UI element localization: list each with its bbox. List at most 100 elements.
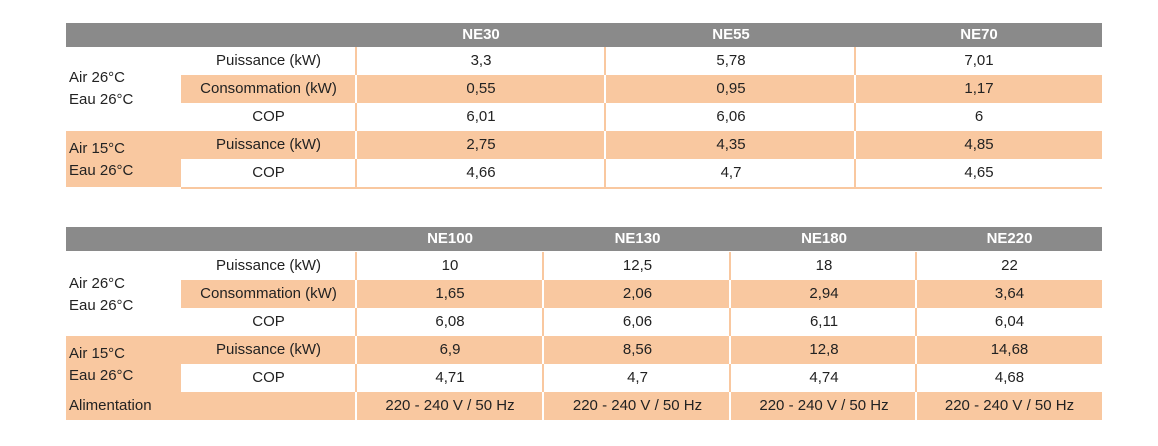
table-cell: 2,75 [466,136,496,153]
table-cell: 12,5 [622,257,653,274]
column-divider [604,103,606,131]
table-cell: 6,06 [716,108,746,125]
table-cell: 6 [974,108,984,125]
table-header: NE30 NE55 NE70 [66,23,1102,47]
column-divider [355,280,357,308]
table-cell: 6,08 [435,313,465,330]
column-divider [729,280,731,308]
column-divider [915,308,917,336]
condition-water: Eau 26°C [69,297,134,314]
table-cell: 14,68 [990,341,1029,358]
model-header-ne180: NE180 [801,230,847,247]
row-label: Puissance (kW) [215,136,322,153]
column-divider [355,47,357,75]
table-bottom-border [181,187,1102,189]
table-row: Consommation (kW) 0,55 0,95 1,17 [66,75,1102,103]
model-header-ne130: NE130 [614,230,661,247]
column-divider [355,75,357,103]
condition-air: Air 15°C [69,140,126,157]
column-divider [854,75,856,103]
table-cell: 220 - 240 V / 50 Hz [572,397,703,414]
table-cell: 22 [1001,257,1018,274]
row-label: COP [252,164,285,181]
group-shade [66,336,1102,364]
column-divider [915,252,917,280]
spec-table-ne100-ne220: NE100 NE130 NE180 NE220 Air 26°C Eau 26°… [66,227,1102,427]
column-divider [355,308,357,336]
model-header-ne30: NE30 [462,26,500,43]
table-cell: 4,66 [466,164,496,181]
table-cell: 6,04 [994,313,1025,330]
table-cell: 1,17 [964,80,994,97]
table-cell: 6,9 [439,341,461,358]
condition-air: Air 15°C [69,345,126,362]
table-row: COP 6,01 6,06 6 [66,103,1102,131]
condition-water: Eau 26°C [69,367,134,384]
column-divider [729,252,731,280]
table-cell: 5,78 [716,52,746,69]
table-row: Puissance (kW) 3,3 5,78 7,01 [66,47,1102,75]
model-header-ne70: NE70 [960,26,998,43]
table-row: Puissance (kW) 10 12,5 18 22 [66,252,1102,280]
group-shade [66,364,181,392]
condition-air: Air 26°C [69,69,126,86]
row-shade [181,280,1102,308]
table-row: Puissance (kW) 2,75 4,35 4,85 [66,131,1102,159]
row-shade [66,392,1102,420]
condition-label: Air 26°C Eau 26°C [69,273,133,317]
column-divider [729,364,731,392]
row-label: COP [252,369,285,386]
table-cell: 6,11 [809,313,839,330]
table-cell: 220 - 240 V / 50 Hz [759,397,889,414]
column-divider [854,131,856,159]
column-divider [604,159,606,187]
column-divider [355,364,357,392]
column-divider [355,103,357,131]
table-row: Puissance (kW) 6,9 8,56 12,8 14,68 [66,336,1102,364]
table-cell: 4,35 [716,136,746,153]
table-cell: 7,01 [964,52,994,69]
row-label: COP [252,313,285,330]
supply-label: Alimentation [69,397,152,414]
column-divider [542,280,544,308]
table-cell: 220 - 240 V / 50 Hz [944,397,1075,414]
condition-air: Air 26°C [69,275,126,292]
condition-label: Air 26°C Eau 26°C [69,67,133,111]
table-cell: 0,95 [716,80,746,97]
column-divider [604,47,606,75]
condition-water: Eau 26°C [69,162,134,179]
table-cell: 3,64 [994,285,1025,302]
table-cell: 4,7 [720,164,742,181]
column-divider [542,364,544,392]
column-divider [729,336,731,364]
column-divider [729,392,731,420]
table-row: COP 4,66 4,7 4,65 [66,159,1102,187]
table-header: NE100 NE130 NE180 NE220 [66,227,1102,251]
column-divider [854,103,856,131]
column-divider [542,308,544,336]
column-divider [355,131,357,159]
condition-water: Eau 26°C [69,91,134,108]
column-divider [915,364,917,392]
table-cell: 2,06 [622,285,653,302]
table-cell: 4,71 [435,369,465,386]
table-row: Consommation (kW) 1,65 2,06 2,94 3,64 [66,280,1102,308]
column-divider [915,280,917,308]
row-shade [181,75,1102,103]
column-divider [854,47,856,75]
table-cell: 4,74 [809,369,839,386]
table-cell: 10 [441,257,459,274]
model-header-ne220: NE220 [986,230,1033,247]
table-cell: 4,68 [994,369,1025,386]
column-divider [854,159,856,187]
table-cell: 3,3 [470,52,492,69]
table-cell: 4,65 [964,164,994,181]
column-divider [542,392,544,420]
model-header-ne100: NE100 [427,230,473,247]
column-divider [542,252,544,280]
table-row: COP 4,71 4,7 4,74 4,68 [66,364,1102,392]
group-shade [66,159,181,187]
column-divider [355,159,357,187]
row-label: Puissance (kW) [215,52,322,69]
table-cell: 2,94 [809,285,839,302]
